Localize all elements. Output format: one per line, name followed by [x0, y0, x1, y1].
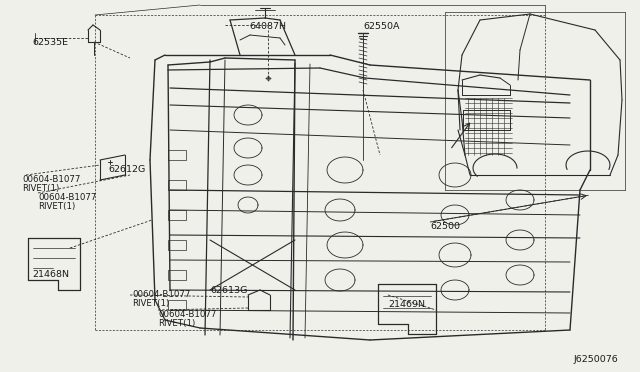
Text: 21468N: 21468N	[32, 270, 69, 279]
Text: 00604-B1077: 00604-B1077	[38, 193, 97, 202]
Bar	[168, 180, 186, 190]
Text: 64087H: 64087H	[250, 22, 287, 31]
Text: RIVET(1): RIVET(1)	[22, 184, 60, 193]
Text: 00604-B1077: 00604-B1077	[132, 290, 190, 299]
Text: 62613G: 62613G	[210, 286, 248, 295]
Text: 62500: 62500	[430, 222, 460, 231]
Bar	[168, 150, 186, 160]
Text: J6250076: J6250076	[573, 355, 618, 364]
Bar	[168, 210, 186, 220]
Text: RIVET(1): RIVET(1)	[132, 299, 169, 308]
Text: 00604-B1077: 00604-B1077	[22, 175, 81, 184]
Bar	[168, 270, 186, 280]
Text: 62535E: 62535E	[32, 38, 68, 47]
Text: 62612G: 62612G	[108, 165, 145, 174]
Text: RIVET(1): RIVET(1)	[158, 319, 195, 328]
Bar	[168, 240, 186, 250]
Text: 00604-B1077: 00604-B1077	[158, 310, 216, 319]
Text: RIVET(1): RIVET(1)	[38, 202, 76, 211]
Text: 62550A: 62550A	[363, 22, 399, 31]
Bar	[168, 300, 186, 310]
Text: 21469N: 21469N	[388, 300, 425, 309]
